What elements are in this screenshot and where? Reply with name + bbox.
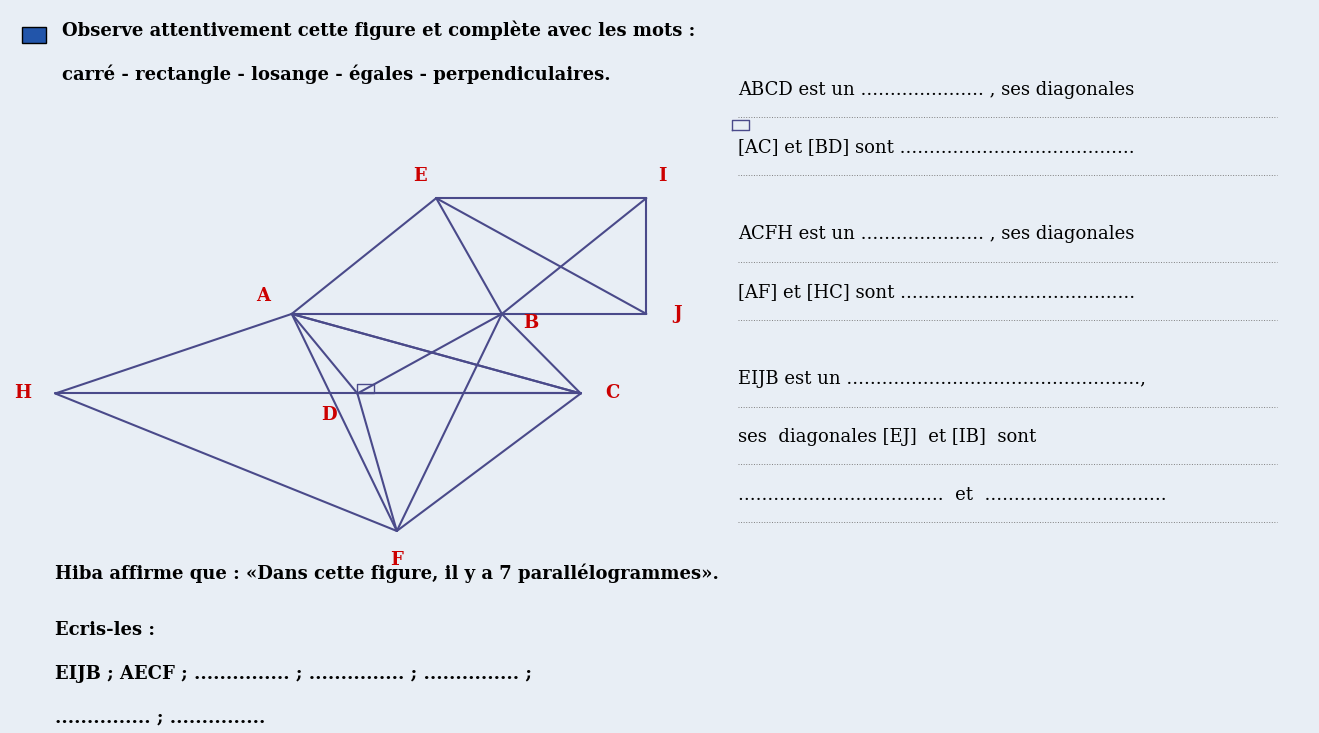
- Text: D: D: [321, 406, 336, 424]
- Text: C: C: [605, 385, 620, 402]
- Text: EIJB ; AECF ; ............... ; ............... ; ............... ;: EIJB ; AECF ; ............... ; ........…: [55, 665, 533, 683]
- Text: Ecris-les :: Ecris-les :: [55, 622, 156, 639]
- Text: F: F: [390, 551, 404, 569]
- Text: Hiba affirme que : «Dans cette figure, il y a 7 parallélogrammes».: Hiba affirme que : «Dans cette figure, i…: [55, 564, 719, 583]
- Text: E: E: [414, 167, 427, 185]
- FancyBboxPatch shape: [22, 26, 46, 43]
- Text: [AC] et [BD] sont ........................................: [AC] et [BD] sont ......................…: [739, 139, 1134, 156]
- Text: carré - rectangle - losange - égales - perpendiculaires.: carré - rectangle - losange - égales - p…: [62, 65, 611, 84]
- Text: ............... ; ...............: ............... ; ...............: [55, 708, 265, 726]
- Text: J: J: [674, 305, 682, 323]
- Text: ses  diagonales [EJ]  et [IB]  sont: ses diagonales [EJ] et [IB] sont: [739, 428, 1037, 446]
- Text: I: I: [658, 167, 666, 185]
- Text: ...................................  et  ...............................: ................................... et .…: [739, 486, 1167, 504]
- Text: A: A: [256, 287, 270, 305]
- Text: H: H: [15, 385, 30, 402]
- Text: [AF] et [HC] sont ........................................: [AF] et [HC] sont ......................…: [739, 283, 1136, 301]
- Text: EIJB est un ..................................................,: EIJB est un ............................…: [739, 370, 1146, 388]
- Text: B: B: [524, 314, 538, 331]
- Text: ACFH est un ..................... , ses diagonales: ACFH est un ..................... , ses …: [739, 225, 1134, 243]
- Text: Observe attentivement cette figure et complète avec les mots :: Observe attentivement cette figure et co…: [62, 21, 695, 40]
- Text: ABCD est un ..................... , ses diagonales: ABCD est un ..................... , ses …: [739, 81, 1134, 99]
